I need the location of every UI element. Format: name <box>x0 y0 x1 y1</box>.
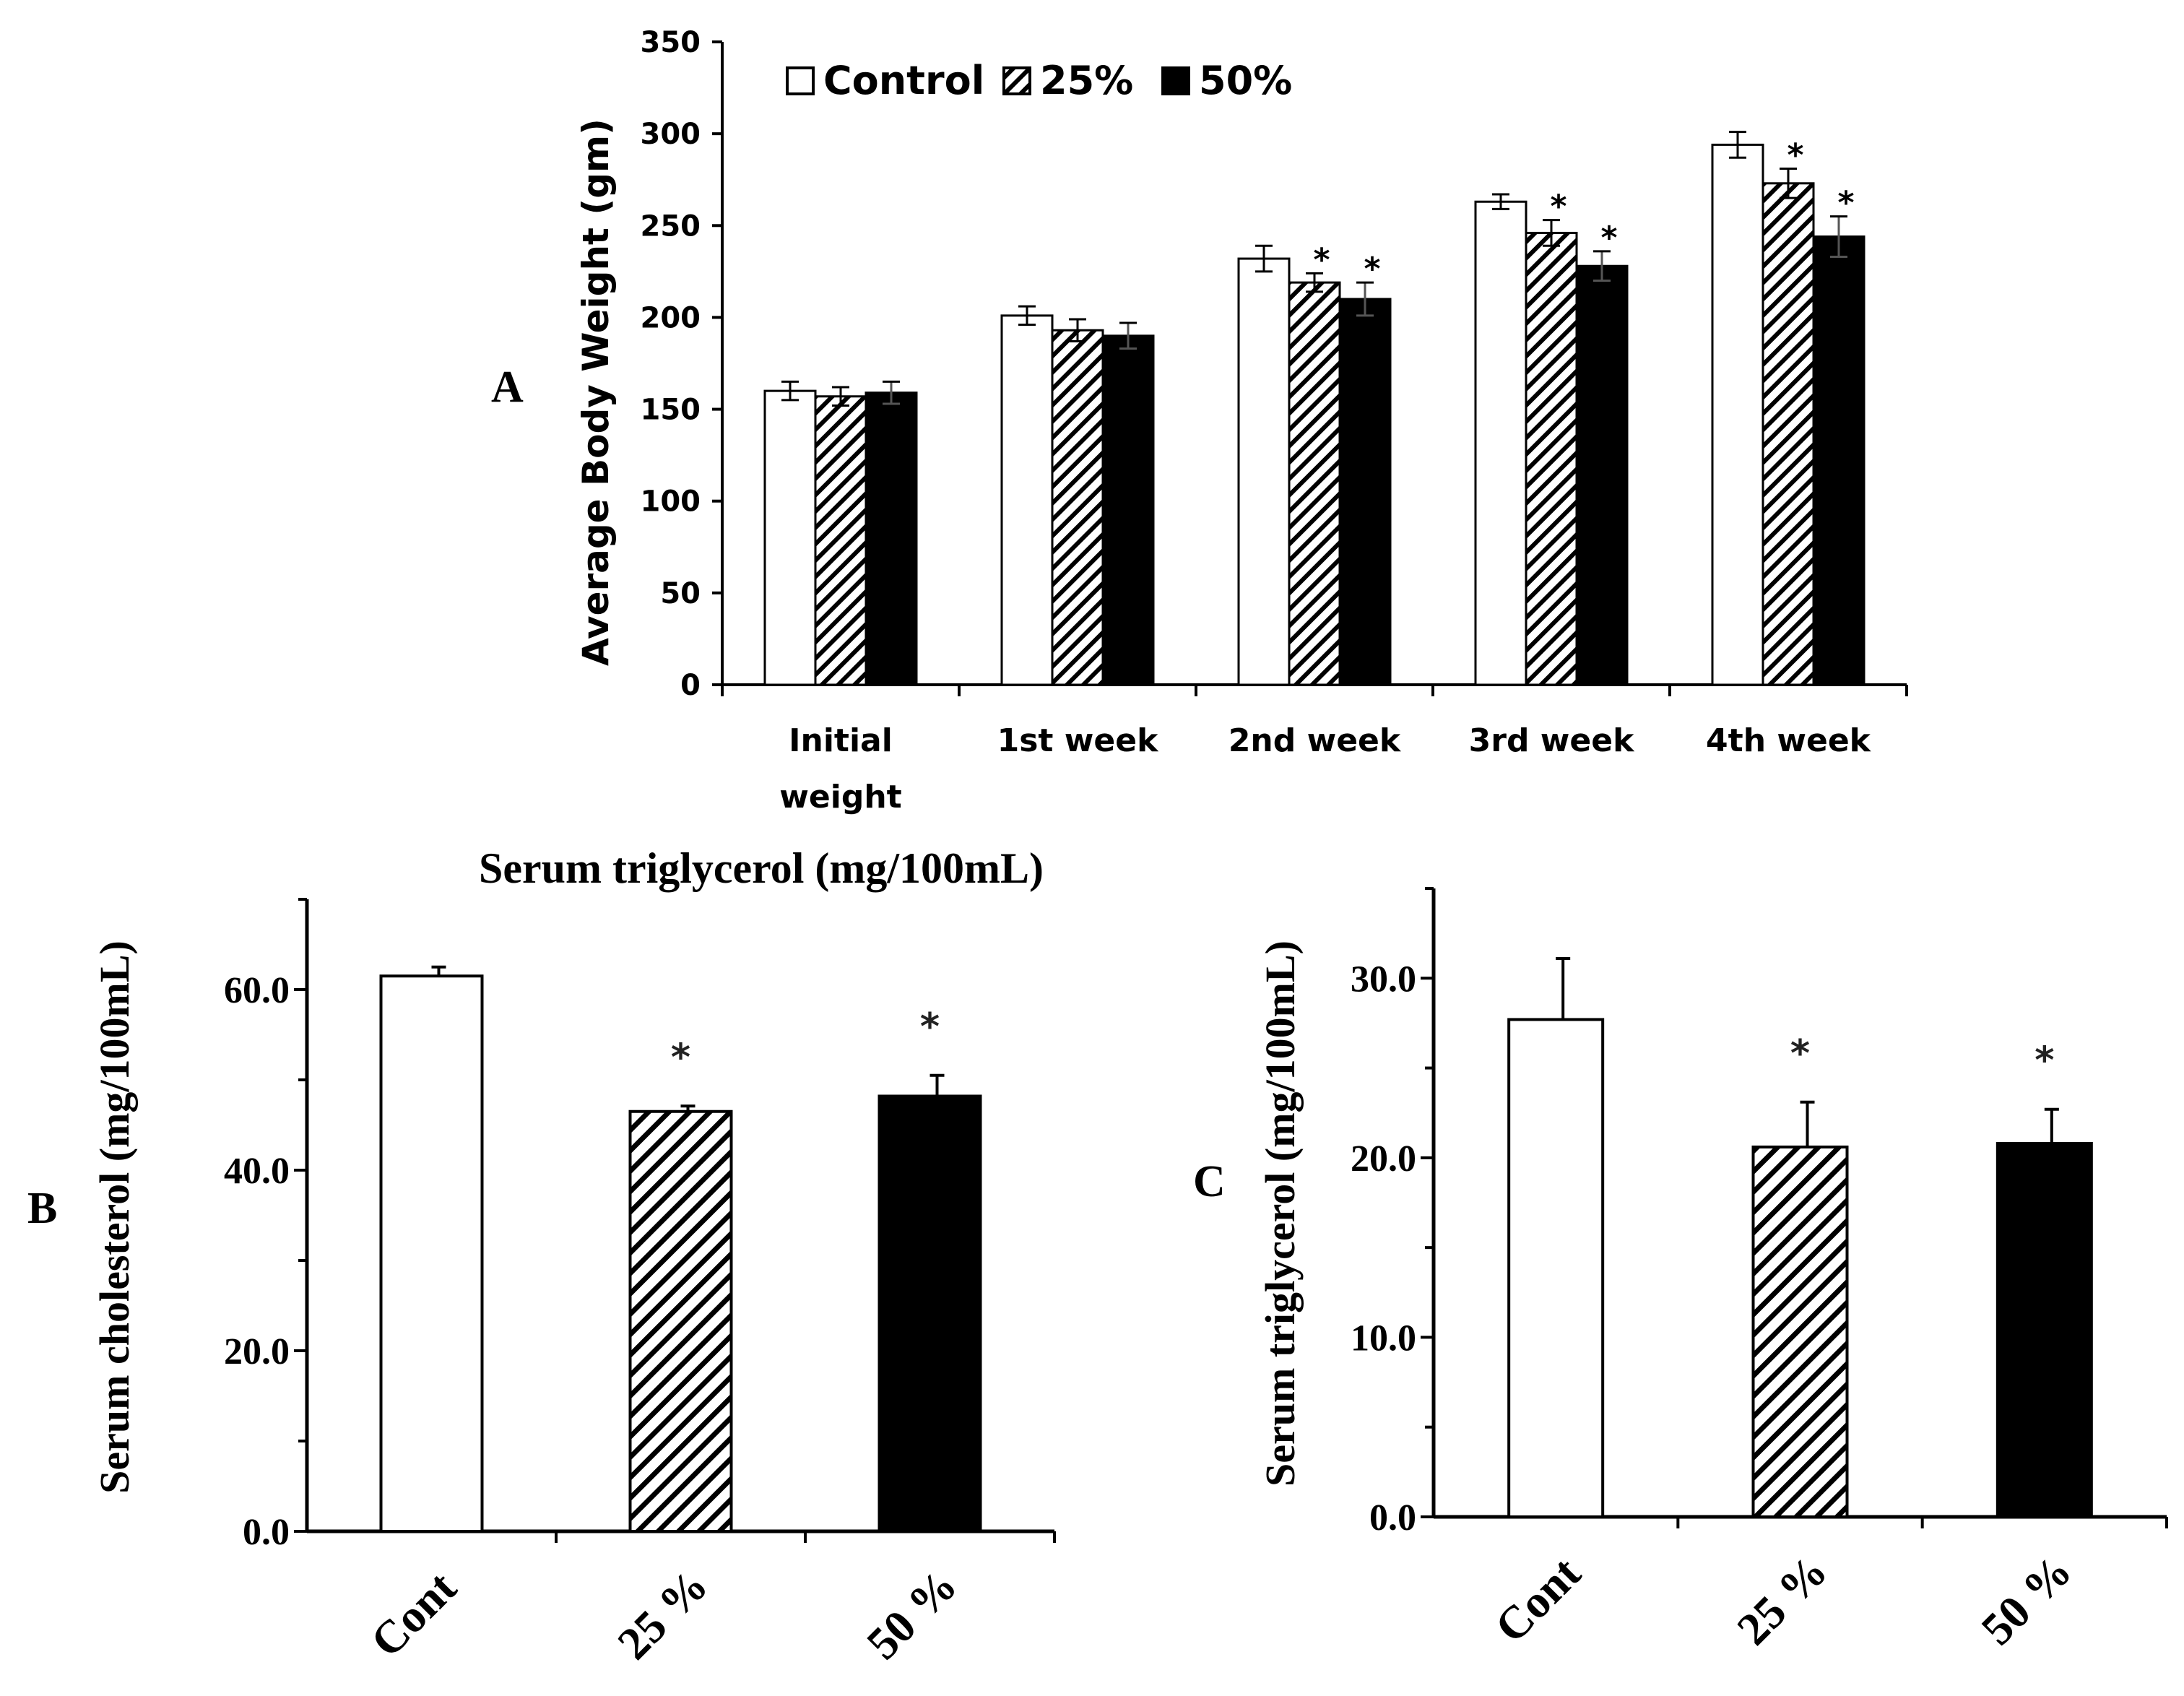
bar-25pct <box>814 395 867 686</box>
x-category-label: 3rd week <box>1469 722 1635 759</box>
significance-star: * <box>1600 220 1617 256</box>
y-tick-label: 30.0 <box>1351 959 1416 1000</box>
y-tick-label: 20.0 <box>1351 1138 1416 1180</box>
bar-50-black <box>878 1094 982 1533</box>
significance-star: * <box>1550 189 1566 225</box>
chart-title: Serum triglycerol (mg/100mL) <box>479 844 1044 892</box>
bar-50pct <box>1101 334 1155 686</box>
significance-star: * <box>1313 241 1330 278</box>
x-category-label: 25 % <box>1727 1545 1837 1655</box>
significance-star: * <box>1837 185 1854 222</box>
panel-b-cholesterol-chart: 0.0 20.0 40.0 60.0 Cont * 25 % * 50 % Serum chole… <box>91 844 1056 1669</box>
legend-label: Control <box>823 58 984 103</box>
legend-label: 25% <box>1040 58 1133 103</box>
y-tick-label: 300 <box>641 118 701 151</box>
bar-25pct <box>1288 281 1341 686</box>
bar-control <box>1237 257 1291 686</box>
x-category-label: Initial <box>789 722 893 759</box>
x-category-label: 50 % <box>1972 1545 2081 1655</box>
x-category-label: 4th week <box>1706 722 1872 759</box>
y-tick-label: 60.0 <box>224 970 290 1011</box>
y-tick-label: 150 <box>641 394 701 427</box>
bar-control <box>1711 143 1764 686</box>
bar-25-hatch <box>628 1109 733 1533</box>
bar-50pct <box>1575 264 1629 686</box>
y-tick-label: 50 <box>660 577 701 610</box>
y-tick-label: 20.0 <box>224 1331 290 1372</box>
x-category-label: 2nd week <box>1228 722 1402 759</box>
bar-50pct <box>1338 298 1392 686</box>
legend-label: 50% <box>1199 58 1292 103</box>
bar-control <box>1000 314 1054 686</box>
legend-swatch <box>1161 66 1190 95</box>
y-tick-label: 0.0 <box>1369 1497 1416 1539</box>
panel-a-body-weight-chart: 0 50 100 150 200 250 300 350 Average Body Weight… <box>575 26 1908 815</box>
significance-star: * <box>671 1036 690 1079</box>
bar-50pct <box>1812 235 1866 686</box>
x-category-label: 50 % <box>857 1559 966 1669</box>
y-tick-label: 250 <box>641 209 701 243</box>
panel-label-a: A <box>491 363 524 412</box>
bar-control <box>763 389 817 686</box>
bar-25pct <box>1051 329 1104 686</box>
x-category-label: Cont <box>360 1561 466 1666</box>
y-tick-label: 0 <box>680 669 701 702</box>
panel-label-c: C <box>1193 1157 1226 1206</box>
bar-cont-white <box>1507 1018 1605 1518</box>
bar-control <box>1474 200 1528 686</box>
y-tick-label: 0.0 <box>243 1512 290 1553</box>
x-category-label: 25 % <box>607 1559 717 1669</box>
y-tick-label: 200 <box>641 301 701 334</box>
y-tick-label: 350 <box>641 26 701 59</box>
legend-swatch <box>1002 66 1031 95</box>
legend-swatch <box>786 66 815 95</box>
x-category-label: Cont <box>1485 1546 1590 1652</box>
bar-50-black <box>1996 1141 2093 1518</box>
panel-label-b: B <box>27 1184 57 1233</box>
significance-star: * <box>920 1005 940 1049</box>
y-tick-label: 40.0 <box>224 1151 290 1192</box>
bar-25pct <box>1525 231 1578 686</box>
bar-cont-white <box>379 974 484 1533</box>
y-axis-title: Serum cholesterol (mg/100mL) <box>91 940 138 1494</box>
y-axis-title: Average Body Weight (gm) <box>575 118 617 666</box>
bar-50pct <box>864 391 918 686</box>
panel-c-triglycerol-chart: 0.0 10.0 20.0 30.0 Cont * 25 % * 50 % Serum trigl… <box>1257 887 2168 1655</box>
bar-25-hatch <box>1751 1145 1849 1518</box>
significance-star: * <box>1787 137 1803 173</box>
x-category-label: weight <box>779 779 901 815</box>
y-tick-label: 100 <box>641 485 701 519</box>
significance-star: * <box>1364 251 1380 287</box>
x-category-label: 1st week <box>997 722 1159 759</box>
significance-star: * <box>2034 1039 2054 1083</box>
bar-25pct <box>1762 182 1815 686</box>
y-axis-title: Serum triglycerol (mg/100mL) <box>1257 940 1304 1487</box>
y-tick-label: 10.0 <box>1351 1318 1416 1359</box>
significance-star: * <box>1790 1032 1810 1076</box>
